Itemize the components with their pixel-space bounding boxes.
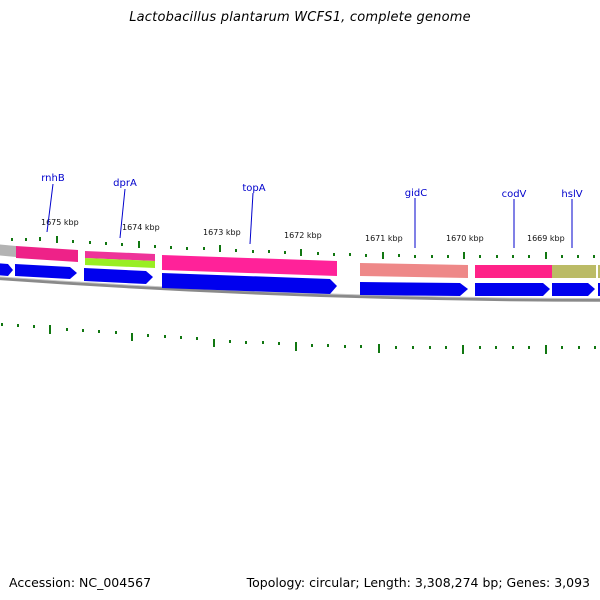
gene-label-hslV: hslV <box>561 189 582 200</box>
feature-band-codV <box>475 265 552 278</box>
feature-band-dprA-green <box>85 258 155 268</box>
kbp-label: 1675 kbp <box>41 218 79 227</box>
cds-arrow <box>0 263 13 276</box>
feature-band-grey <box>0 244 16 257</box>
kbp-label: 1673 kbp <box>203 228 241 237</box>
cds-arrow <box>552 283 595 296</box>
kbp-label: 1674 kbp <box>122 223 160 232</box>
feature-band-rnhB <box>16 246 78 262</box>
gene-label-topA: topA <box>242 183 265 194</box>
gene-leader-lines <box>46 183 573 248</box>
kbp-label: 1671 kbp <box>365 234 403 243</box>
kbp-label: 1672 kbp <box>284 231 322 240</box>
cds-arrow <box>84 268 153 284</box>
gene-label-dprA: dprA <box>113 178 137 189</box>
kbp-label: 1670 kbp <box>446 234 484 243</box>
feature-band-gidC <box>360 263 468 278</box>
feature-band-topA <box>162 255 337 276</box>
accession-text: Accession: NC_004567 <box>9 575 152 590</box>
gene-label-codV: codV <box>502 189 527 200</box>
cds-arrow <box>15 264 77 279</box>
gene-label-rnhB: rnhB <box>41 173 65 184</box>
inner-ticks <box>1 323 596 354</box>
outer-ticks <box>11 236 595 259</box>
map-title: Lactobacillus plantarum WCFS1, complete … <box>129 10 471 25</box>
backbone-ring-highlight <box>0 276 600 299</box>
feature-band-dprA <box>85 251 155 261</box>
feature-band-hslV <box>552 265 596 278</box>
cds-arrow <box>360 282 468 296</box>
backbone-ring <box>0 276 600 302</box>
gene-label-gidC: gidC <box>405 188 427 199</box>
cds-arrow <box>162 273 337 294</box>
topology-text: Topology: circular; Length: 3,308,274 bp… <box>246 575 590 590</box>
cds-arrow <box>475 283 550 296</box>
kbp-label: 1669 kbp <box>527 234 565 243</box>
